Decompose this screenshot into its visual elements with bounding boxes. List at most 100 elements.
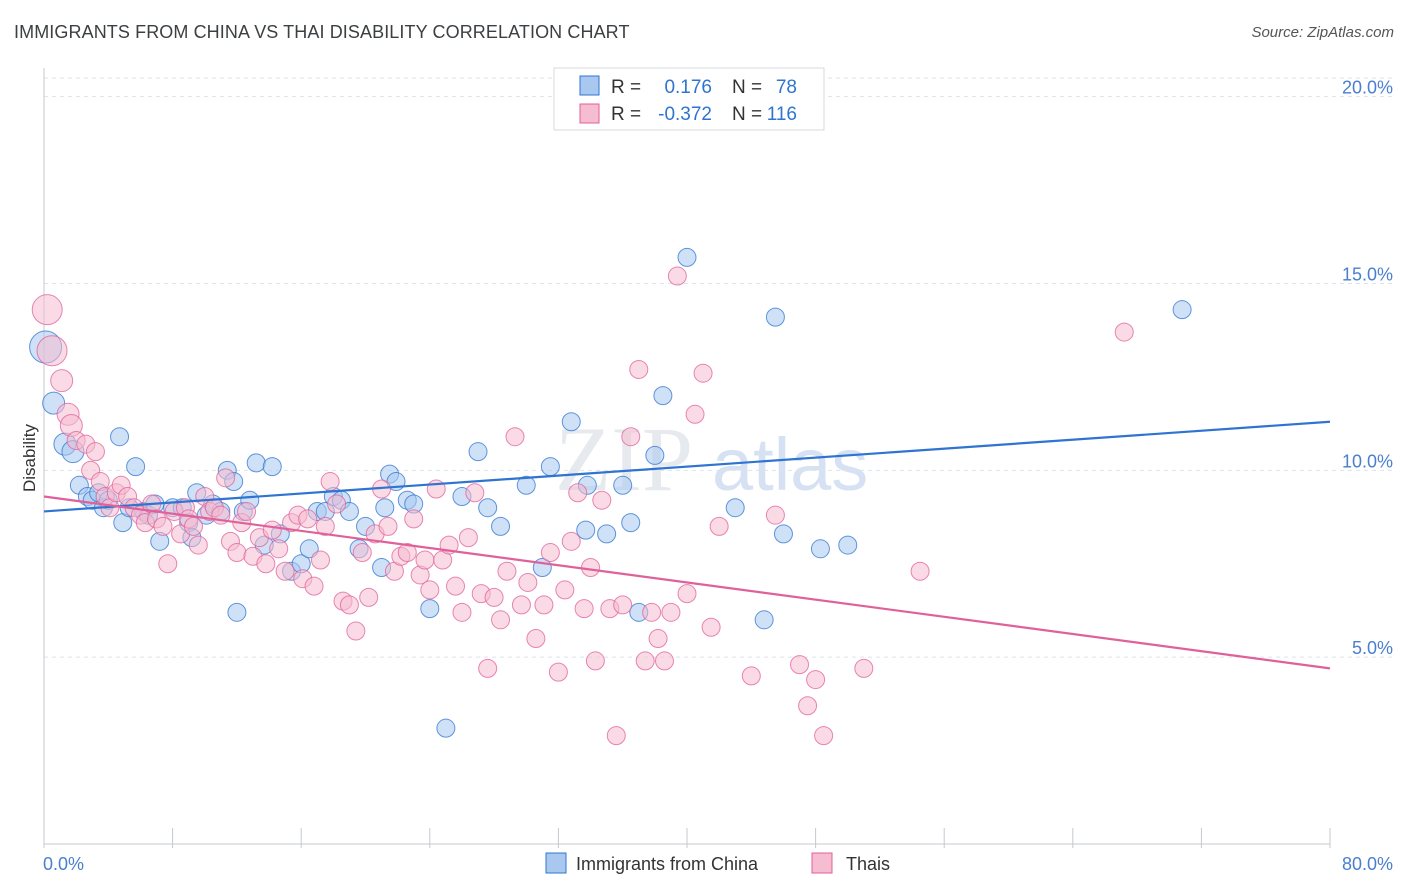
- point-china: [468, 442, 488, 462]
- point-china: [110, 427, 130, 447]
- point-thais: [85, 442, 105, 462]
- y-tick-labels: 5.0% 10.0% 15.0% 20.0%: [1342, 78, 1393, 658]
- point-thais: [397, 543, 417, 563]
- stats-r-value-blue: 0.176: [664, 77, 712, 98]
- point-thais: [339, 595, 359, 615]
- point-thais: [613, 595, 633, 615]
- point-thais: [814, 726, 834, 746]
- point-thais: [574, 599, 594, 619]
- stats-box: R = 0.176 N = 78 R = -0.372 N = 116: [553, 67, 825, 131]
- point-thais: [237, 501, 257, 521]
- point-thais: [497, 561, 517, 581]
- point-thais: [568, 483, 588, 503]
- point-china: [754, 610, 774, 630]
- stats-r-label-blue: R =: [611, 77, 641, 98]
- point-china: [375, 498, 395, 518]
- point-thais: [765, 505, 785, 525]
- legend: Immigrants from China Thais: [545, 852, 890, 874]
- point-thais: [158, 554, 178, 574]
- x-tick-label-max: 80.0%: [1342, 854, 1393, 874]
- trend-lines: [43, 420, 1331, 670]
- point-thais: [310, 550, 330, 570]
- point-thais: [661, 602, 681, 622]
- point-thais: [741, 666, 761, 686]
- point-china: [1172, 300, 1192, 320]
- stats-n-value-pink: 116: [767, 104, 797, 125]
- point-china: [765, 307, 785, 327]
- point-china: [838, 535, 858, 555]
- point-thais: [511, 595, 531, 615]
- point-thais: [685, 404, 705, 424]
- point-thais: [346, 621, 366, 641]
- point-thais: [359, 587, 379, 607]
- point-thais: [452, 602, 472, 622]
- stats-r-label-pink: R =: [611, 104, 641, 125]
- point-china: [613, 475, 633, 495]
- chart-title: IMMIGRANTS FROM CHINA VS THAI DISABILITY…: [14, 22, 630, 42]
- point-thais: [635, 651, 655, 671]
- point-thais: [798, 696, 818, 716]
- point-thais: [561, 531, 581, 551]
- watermark-atlas: atlas: [712, 423, 868, 506]
- legend-label-china: Immigrants from China: [576, 854, 759, 874]
- y-tick-label: 5.0%: [1352, 638, 1393, 658]
- point-thais: [352, 543, 372, 563]
- point-china: [773, 524, 793, 544]
- gridlines: [44, 77, 1393, 658]
- point-thais: [183, 516, 203, 536]
- point-china: [576, 520, 596, 540]
- point-thais: [790, 655, 810, 675]
- point-thais: [315, 516, 335, 536]
- stats-swatch-blue: [579, 75, 600, 96]
- point-thais: [298, 509, 318, 529]
- stats-n-value-blue: 78: [776, 77, 797, 98]
- point-thais: [327, 494, 347, 514]
- point-china: [436, 718, 456, 738]
- point-thais: [31, 294, 63, 326]
- point-china: [621, 513, 641, 533]
- point-china: [227, 602, 247, 622]
- point-thais: [465, 483, 485, 503]
- point-thais: [910, 561, 930, 581]
- point-thais: [420, 580, 440, 600]
- point-thais: [50, 369, 74, 393]
- point-china: [246, 453, 266, 473]
- point-thais: [585, 651, 605, 671]
- stats-swatch-pink: [579, 103, 600, 124]
- source-credit: Source: ZipAtlas.com: [1251, 24, 1394, 41]
- point-thais: [621, 427, 641, 447]
- stats-n-label-pink: N =: [732, 104, 762, 125]
- x-tick-label-min: 0.0%: [43, 854, 84, 874]
- point-thais: [320, 472, 340, 492]
- point-thais: [153, 516, 173, 536]
- legend-swatch-china: [545, 852, 567, 874]
- point-thais: [667, 266, 687, 286]
- point-thais: [478, 658, 498, 678]
- point-thais: [642, 602, 662, 622]
- point-thais: [693, 363, 713, 383]
- point-thais: [526, 628, 546, 648]
- y-axis-title: Disability: [20, 423, 39, 492]
- trend-line-china: [43, 420, 1331, 513]
- stats-n-label-blue: N =: [732, 77, 762, 98]
- point-china: [491, 516, 511, 536]
- point-china: [725, 498, 745, 518]
- point-thais: [378, 516, 398, 536]
- point-china: [420, 599, 440, 619]
- legend-swatch-thais: [811, 852, 833, 874]
- tick-marks: [43, 828, 1331, 848]
- point-thais: [491, 610, 511, 630]
- point-thais: [446, 576, 466, 596]
- point-china: [126, 457, 146, 477]
- y-tick-label: 15.0%: [1342, 265, 1393, 285]
- point-thais: [227, 543, 247, 563]
- point-thais: [540, 543, 560, 563]
- point-thais: [269, 539, 289, 559]
- point-china: [677, 247, 697, 267]
- point-thais: [216, 468, 236, 488]
- point-thais: [534, 595, 554, 615]
- y-tick-label: 20.0%: [1342, 78, 1393, 98]
- point-thais: [581, 557, 601, 577]
- stats-r-value-pink: -0.372: [658, 104, 712, 125]
